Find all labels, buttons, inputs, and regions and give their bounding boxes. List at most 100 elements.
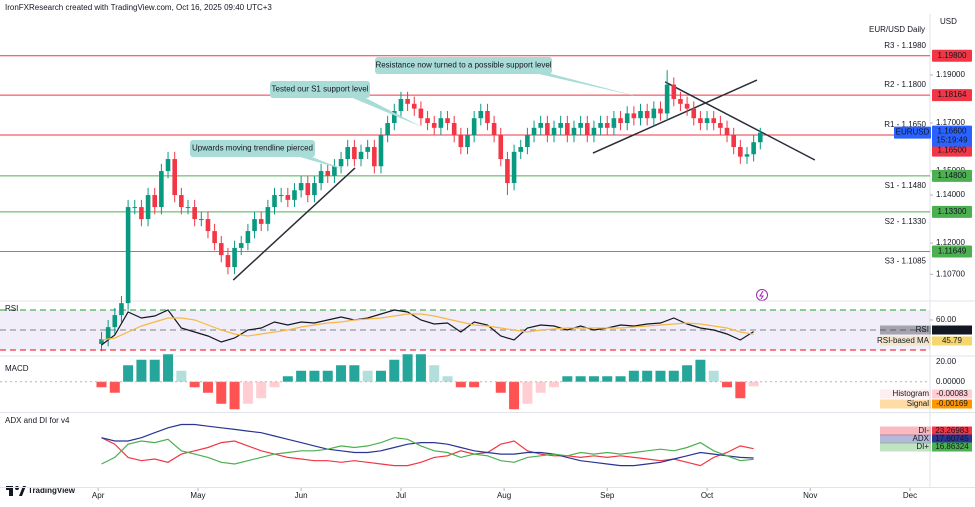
histogram-bar [296,370,307,382]
callout-pointer [530,72,640,97]
histogram-bar [242,381,253,404]
logo-part [9,486,13,496]
histogram-bar [176,370,187,382]
candle-body [252,219,257,232]
candle-body [238,243,244,248]
histogram-bar [722,381,733,388]
x-tick-label: Oct [701,491,714,500]
candle-body [245,231,251,244]
level-tag-label: 1.11649 [938,247,967,256]
histogram-bar [216,381,227,404]
series-line [101,313,754,341]
header: IronFXResearch created with TradingView.… [5,3,272,12]
candle-body [598,123,603,128]
legend-tag-bg [932,389,972,399]
histogram-bar [708,370,719,382]
candle-body [125,207,131,304]
candle-body [232,247,237,268]
candle-body [438,118,444,128]
level-tag-label: 1.13300 [938,207,967,216]
candle-body [212,231,217,244]
candle-body [365,147,370,152]
trendline [232,167,356,281]
candle-body [258,219,264,224]
candle-body [491,123,497,136]
callout-pointer [293,155,345,170]
histogram-bar [415,354,426,382]
level-tag-label: 1.19800 [938,51,967,60]
histogram-bar [615,376,626,382]
legend-tag-bg [932,399,972,409]
histogram-bar [748,381,759,387]
legend-tag-bg [932,434,972,444]
histogram-bar [149,359,160,382]
legend-tag-value: 16.86324 [935,442,969,451]
histogram-bar [349,365,360,382]
histogram-bar [362,370,373,382]
candle-body [638,111,643,119]
level-label: R2 - 1.1800 [884,80,926,89]
y-top-label: 20.00 [936,357,957,366]
y-tick-label: 60.00 [936,315,957,324]
legend-tag-bg [932,426,972,436]
x-tick-label: Jul [396,491,406,500]
candle-body [618,118,623,124]
legend-tag-name-bg [880,426,931,436]
histogram-bar [96,381,107,388]
candle-body [225,255,231,268]
histogram-bar [655,370,666,382]
y-tick-label: 1.10700 [936,269,965,278]
candle-body [305,183,311,196]
histogram-bar [123,365,134,382]
legend-tag-name-bg [880,434,931,444]
candle-body [332,166,337,176]
candle-body [152,195,158,208]
candle-body [678,99,683,104]
x-tick-label: Jun [295,491,308,500]
candle-body [425,118,430,124]
series-line [101,437,754,467]
histogram-bar [495,381,506,393]
candle-body [345,147,351,160]
legend-tag-name: RSI-based MA [877,336,930,345]
histogram-bar [282,376,293,382]
trendline [664,81,816,161]
candle-body [465,135,470,148]
histogram-bar [269,381,280,388]
level-label: R3 - 1.1980 [884,41,926,50]
legend-tag-value: 17.60745 [935,434,969,443]
histogram-bar [735,381,746,399]
candle-body [199,219,204,221]
x-tick-label: Sep [600,491,615,500]
logo-part [19,486,26,496]
brand: TradingView [28,486,76,495]
legend-tag-name: Histogram [893,389,930,398]
candle-body [192,207,197,220]
candle-body [631,113,637,119]
histogram-bar [682,365,693,382]
candle-body [664,84,670,114]
legend-tag-name-bg [880,325,931,335]
level-tag [932,169,972,182]
candle-body [704,118,710,124]
candle-body [405,99,410,104]
candle-body [751,142,756,155]
candle-body [684,103,690,109]
histogram-bar [668,370,679,382]
candle-body [378,135,384,167]
legend-tag-value: 48.38 [942,325,963,334]
candle-body [411,103,417,109]
legend-tag-name: DI- [918,426,929,435]
candle-body [265,207,271,224]
candle-body [485,111,490,124]
callout-text: Resistance now turned to a possible supp… [375,61,551,70]
level-tag-label: 1.16500 [938,146,967,155]
candle-body [538,123,543,128]
candle-body [731,135,736,148]
histogram-bar [163,354,174,382]
candle-body [352,147,357,160]
legend-tag-value: 45.79 [942,336,963,345]
histogram-bar [455,381,466,388]
